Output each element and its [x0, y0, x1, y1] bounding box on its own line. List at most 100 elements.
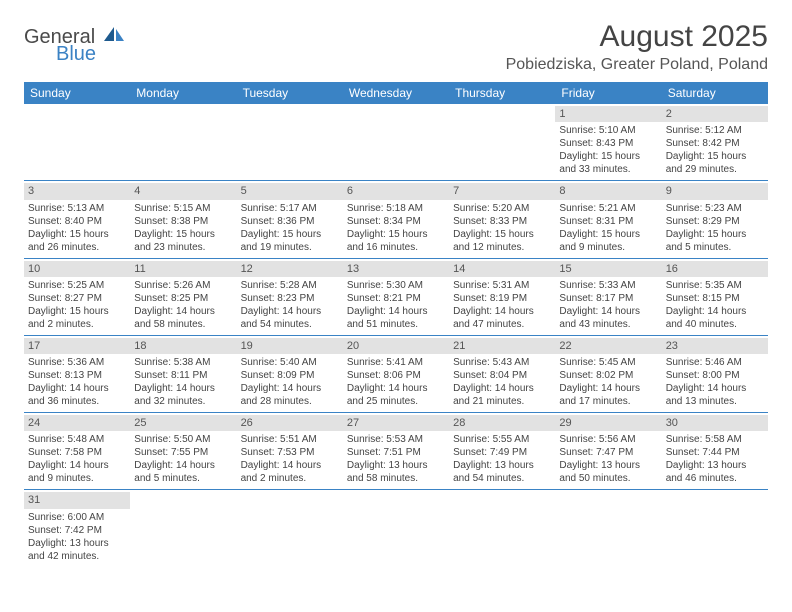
sunset-text: Sunset: 8:36 PM: [241, 215, 339, 228]
daylight-text: and 54 minutes.: [241, 318, 339, 331]
sunrise-text: Sunrise: 5:23 AM: [666, 202, 764, 215]
daylight-text: Daylight: 14 hours: [559, 305, 657, 318]
calendar-cell: 2Sunrise: 5:12 AMSunset: 8:42 PMDaylight…: [662, 104, 768, 181]
sunrise-text: Sunrise: 5:36 AM: [28, 356, 126, 369]
sunset-text: Sunset: 7:42 PM: [28, 524, 126, 537]
sunrise-text: Sunrise: 5:21 AM: [559, 202, 657, 215]
calendar-cell: 9Sunrise: 5:23 AMSunset: 8:29 PMDaylight…: [662, 181, 768, 258]
calendar-cell: 8Sunrise: 5:21 AMSunset: 8:31 PMDaylight…: [555, 181, 661, 258]
daylight-text: and 58 minutes.: [347, 472, 445, 485]
day-number: 23: [662, 338, 768, 354]
sunset-text: Sunset: 8:27 PM: [28, 292, 126, 305]
day-number: 19: [237, 338, 343, 354]
daylight-text: Daylight: 15 hours: [28, 305, 126, 318]
calendar-cell: 1Sunrise: 5:10 AMSunset: 8:43 PMDaylight…: [555, 104, 661, 181]
daylight-text: and 2 minutes.: [28, 318, 126, 331]
sunrise-text: Sunrise: 5:58 AM: [666, 433, 764, 446]
day-number: 12: [237, 261, 343, 277]
daylight-text: and 17 minutes.: [559, 395, 657, 408]
sunset-text: Sunset: 8:34 PM: [347, 215, 445, 228]
day-number: 16: [662, 261, 768, 277]
daylight-text: and 5 minutes.: [134, 472, 232, 485]
daylight-text: Daylight: 15 hours: [453, 228, 551, 241]
daylight-text: Daylight: 14 hours: [241, 305, 339, 318]
day-number: 4: [130, 183, 236, 199]
day-number: 21: [449, 338, 555, 354]
day-number: 27: [343, 415, 449, 431]
logo: General Blue: [24, 20, 126, 66]
daylight-text: and 50 minutes.: [559, 472, 657, 485]
sunrise-text: Sunrise: 5:28 AM: [241, 279, 339, 292]
day-number: 17: [24, 338, 130, 354]
calendar-cell: 26Sunrise: 5:51 AMSunset: 7:53 PMDayligh…: [237, 413, 343, 490]
daylight-text: Daylight: 14 hours: [453, 382, 551, 395]
sunset-text: Sunset: 8:00 PM: [666, 369, 764, 382]
sunset-text: Sunset: 7:44 PM: [666, 446, 764, 459]
calendar-cell: 19Sunrise: 5:40 AMSunset: 8:09 PMDayligh…: [237, 335, 343, 412]
calendar-cell: 23Sunrise: 5:46 AMSunset: 8:00 PMDayligh…: [662, 335, 768, 412]
daylight-text: and 16 minutes.: [347, 241, 445, 254]
daylight-text: Daylight: 13 hours: [666, 459, 764, 472]
calendar-cell: [662, 490, 768, 567]
calendar-cell: 5Sunrise: 5:17 AMSunset: 8:36 PMDaylight…: [237, 181, 343, 258]
day-number: 10: [24, 261, 130, 277]
daylight-text: and 42 minutes.: [28, 550, 126, 563]
daylight-text: Daylight: 15 hours: [559, 228, 657, 241]
daylight-text: and 29 minutes.: [666, 163, 764, 176]
sunrise-text: Sunrise: 5:13 AM: [28, 202, 126, 215]
weekday-header: Friday: [555, 82, 661, 104]
calendar-week: 10Sunrise: 5:25 AMSunset: 8:27 PMDayligh…: [24, 258, 768, 335]
calendar-week: 1Sunrise: 5:10 AMSunset: 8:43 PMDaylight…: [24, 104, 768, 181]
sunrise-text: Sunrise: 5:20 AM: [453, 202, 551, 215]
daylight-text: Daylight: 13 hours: [347, 459, 445, 472]
calendar-cell: [343, 104, 449, 181]
daylight-text: Daylight: 14 hours: [134, 305, 232, 318]
sunrise-text: Sunrise: 5:33 AM: [559, 279, 657, 292]
sunrise-text: Sunrise: 5:30 AM: [347, 279, 445, 292]
calendar-cell: 21Sunrise: 5:43 AMSunset: 8:04 PMDayligh…: [449, 335, 555, 412]
daylight-text: and 25 minutes.: [347, 395, 445, 408]
sunset-text: Sunset: 7:53 PM: [241, 446, 339, 459]
daylight-text: Daylight: 14 hours: [559, 382, 657, 395]
daylight-text: and 47 minutes.: [453, 318, 551, 331]
calendar-body: 1Sunrise: 5:10 AMSunset: 8:43 PMDaylight…: [24, 104, 768, 567]
calendar-week: 31Sunrise: 6:00 AMSunset: 7:42 PMDayligh…: [24, 490, 768, 567]
daylight-text: and 2 minutes.: [241, 472, 339, 485]
calendar-cell: 7Sunrise: 5:20 AMSunset: 8:33 PMDaylight…: [449, 181, 555, 258]
sunset-text: Sunset: 8:21 PM: [347, 292, 445, 305]
daylight-text: and 32 minutes.: [134, 395, 232, 408]
sunrise-text: Sunrise: 5:45 AM: [559, 356, 657, 369]
day-number: 7: [449, 183, 555, 199]
sunset-text: Sunset: 8:02 PM: [559, 369, 657, 382]
sunset-text: Sunset: 8:15 PM: [666, 292, 764, 305]
calendar-cell: 11Sunrise: 5:26 AMSunset: 8:25 PMDayligh…: [130, 258, 236, 335]
sunset-text: Sunset: 8:09 PM: [241, 369, 339, 382]
header: General Blue August 2025 Pobiedziska, Gr…: [24, 20, 768, 74]
day-number: 2: [662, 106, 768, 122]
sunrise-text: Sunrise: 5:43 AM: [453, 356, 551, 369]
daylight-text: and 26 minutes.: [28, 241, 126, 254]
day-number: 6: [343, 183, 449, 199]
sunset-text: Sunset: 7:51 PM: [347, 446, 445, 459]
daylight-text: and 33 minutes.: [559, 163, 657, 176]
daylight-text: Daylight: 15 hours: [347, 228, 445, 241]
sunset-text: Sunset: 8:25 PM: [134, 292, 232, 305]
calendar-cell: 28Sunrise: 5:55 AMSunset: 7:49 PMDayligh…: [449, 413, 555, 490]
sunset-text: Sunset: 8:23 PM: [241, 292, 339, 305]
daylight-text: Daylight: 14 hours: [134, 382, 232, 395]
daylight-text: Daylight: 14 hours: [666, 382, 764, 395]
calendar-cell: 25Sunrise: 5:50 AMSunset: 7:55 PMDayligh…: [130, 413, 236, 490]
day-number: 14: [449, 261, 555, 277]
weekday-header: Wednesday: [343, 82, 449, 104]
daylight-text: Daylight: 15 hours: [666, 150, 764, 163]
sunset-text: Sunset: 8:42 PM: [666, 137, 764, 150]
calendar-cell: [449, 490, 555, 567]
calendar-cell: 27Sunrise: 5:53 AMSunset: 7:51 PMDayligh…: [343, 413, 449, 490]
day-number: 25: [130, 415, 236, 431]
sunrise-text: Sunrise: 5:41 AM: [347, 356, 445, 369]
sunrise-text: Sunrise: 5:38 AM: [134, 356, 232, 369]
month-title: August 2025: [506, 20, 768, 54]
sunset-text: Sunset: 8:06 PM: [347, 369, 445, 382]
daylight-text: and 46 minutes.: [666, 472, 764, 485]
calendar-cell: 18Sunrise: 5:38 AMSunset: 8:11 PMDayligh…: [130, 335, 236, 412]
